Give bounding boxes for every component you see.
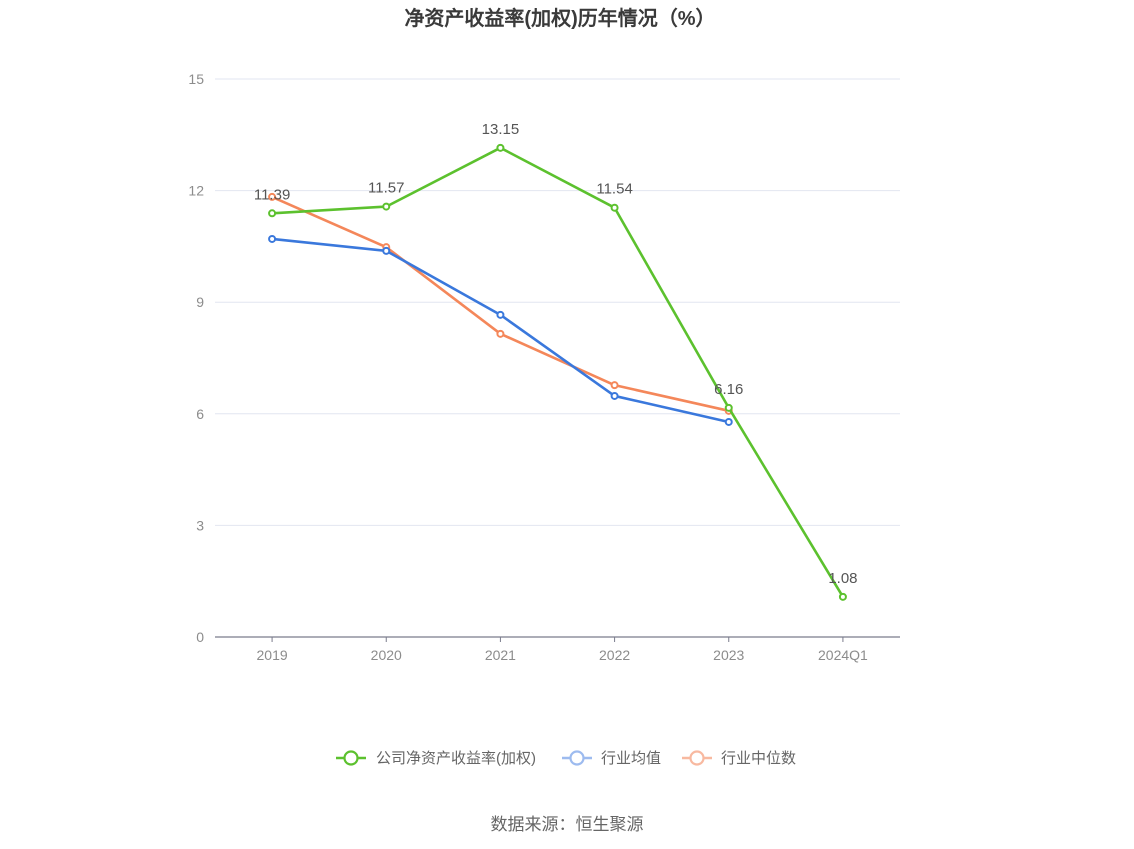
legend-marker-icon xyxy=(689,750,705,766)
legend-label: 行业均值 xyxy=(601,750,661,767)
data-point xyxy=(724,417,733,426)
data-point xyxy=(610,381,619,390)
data-point xyxy=(496,143,505,152)
data-point xyxy=(610,391,619,400)
x-tick-label: 2021 xyxy=(485,647,516,663)
data-label: 6.16 xyxy=(714,381,743,398)
data-label: 1.08 xyxy=(828,570,857,587)
legend-label: 公司净资产收益率(加权) xyxy=(376,750,536,767)
data-label: 11.39 xyxy=(254,186,290,203)
data-point xyxy=(382,202,391,211)
y-tick-label: 15 xyxy=(188,71,204,87)
x-tick-label: 2024Q1 xyxy=(818,647,868,663)
legend-item-industry-average[interactable]: 行业均值 xyxy=(562,750,661,767)
legend: 公司净资产收益率(加权) 行业均值 行业中位数 xyxy=(336,750,796,767)
legend-marker-icon xyxy=(343,750,359,766)
data-point xyxy=(268,209,277,218)
x-tick-label: 2022 xyxy=(599,647,630,663)
data-point xyxy=(496,329,505,338)
legend-label: 行业中位数 xyxy=(721,750,796,767)
data-point xyxy=(382,246,391,255)
x-tick-label: 2023 xyxy=(713,647,744,663)
series-line-2 xyxy=(270,195,731,413)
data-point xyxy=(610,203,619,212)
y-tick-label: 9 xyxy=(196,294,204,310)
legend-item-company-roe[interactable]: 公司净资产收益率(加权) xyxy=(336,750,536,767)
legend-marker-icon xyxy=(569,750,585,766)
data-point xyxy=(268,192,277,201)
data-source: 数据来源：恒生聚源 xyxy=(491,815,644,834)
x-tick-label: 2019 xyxy=(257,647,288,663)
y-tick-label: 6 xyxy=(196,406,204,422)
data-point xyxy=(496,310,505,319)
axes: 0 3 6 9 12 15 2019 2020 2021 2022 2023 2024Q1 xyxy=(188,71,900,663)
plot-area xyxy=(268,143,847,601)
data-label: 11.54 xyxy=(596,181,632,198)
grid xyxy=(215,78,900,526)
legend-item-industry-median[interactable]: 行业中位数 xyxy=(682,750,796,767)
series-line-0 xyxy=(270,146,845,599)
data-label: 11.57 xyxy=(368,180,404,197)
y-tick-label: 3 xyxy=(196,517,204,533)
data-point xyxy=(838,592,847,601)
x-tick-label: 2020 xyxy=(371,647,402,663)
y-tick-label: 12 xyxy=(188,183,204,199)
data-point xyxy=(724,403,733,412)
y-tick-label: 0 xyxy=(196,629,204,645)
data-label: 13.15 xyxy=(482,121,520,138)
chart-title: 净资产收益率(加权)历年情况（%） xyxy=(404,6,715,30)
data-labels: 11.39 11.57 13.15 11.54 6.16 1.08 xyxy=(254,121,858,587)
data-point xyxy=(268,234,277,243)
